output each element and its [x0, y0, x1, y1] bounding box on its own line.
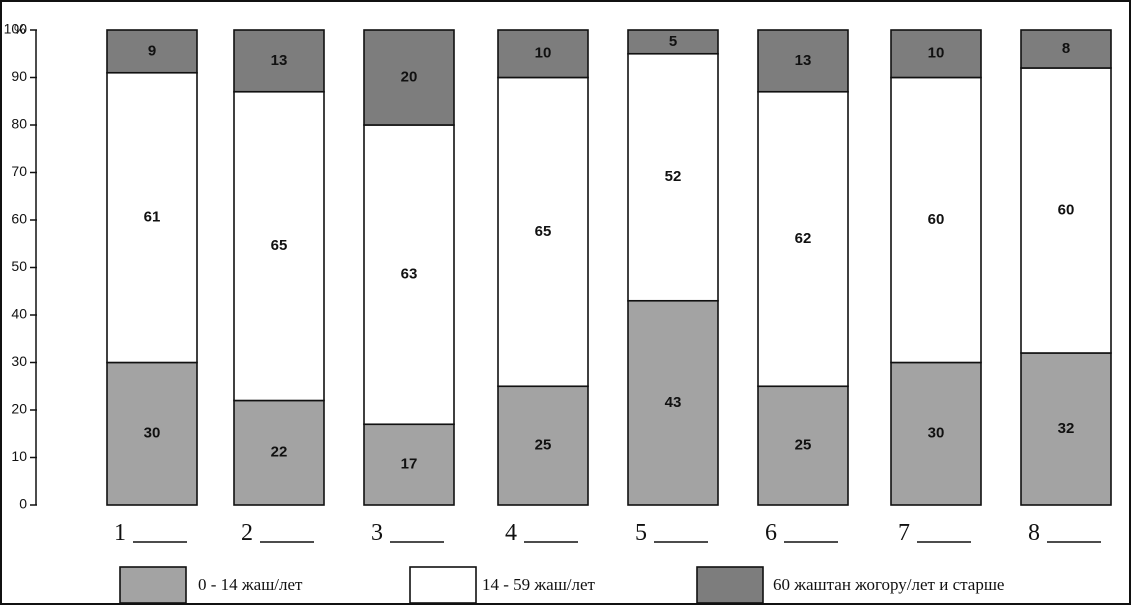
data-label: 25 [535, 437, 552, 454]
bars: 30 61 9 22 65 13 17 63 20 25 65 10 43 52 5 25 62 13 30 60 10… [106, 29, 1112, 506]
data-label: 20 [401, 68, 418, 85]
category-labels: 1 2 3 4 5 6 7 8 [114, 520, 1101, 546]
bar-segment [1020, 67, 1112, 354]
y-tick-label: 0 [19, 496, 27, 512]
y-tick-label: 40 [11, 306, 27, 322]
data-label: 30 [928, 425, 945, 442]
legend-swatch [119, 566, 187, 604]
data-label: 61 [144, 209, 161, 226]
y-tick-label: 50 [11, 258, 27, 274]
y-tick-label: 20 [11, 401, 27, 417]
data-label: 25 [795, 437, 812, 454]
category-label: 5 [635, 520, 647, 546]
y-tick-label: 70 [11, 163, 27, 179]
legend-label: 60 жаштан жогору/лет и старше [773, 575, 1004, 594]
bar-segment [363, 29, 455, 126]
data-label: 10 [535, 45, 552, 62]
y-tick-label: 90 [11, 68, 27, 84]
category-label: 1 [114, 520, 126, 546]
y-tick-label: 10 [11, 448, 27, 464]
y-tick-label: 100 [4, 21, 28, 37]
category-label: 2 [241, 520, 253, 546]
data-label: 65 [535, 223, 552, 240]
legend-label: 14 - 59 жаш/лет [482, 575, 596, 594]
data-label: 65 [271, 237, 288, 254]
bar-segment [497, 385, 589, 506]
bar-segment [497, 29, 589, 79]
data-label: 9 [148, 42, 156, 59]
category-label: 3 [371, 520, 383, 546]
legend-label: 0 - 14 жаш/лет [198, 575, 303, 594]
data-label: 32 [1058, 420, 1075, 437]
category-label: 6 [765, 520, 777, 546]
y-axis: 0 10 20 30 40 50 60 70 80 90 100 [4, 21, 37, 512]
bar-segment [106, 361, 198, 506]
bar-segment [627, 52, 719, 302]
legend-swatch [409, 566, 477, 604]
data-label: 22 [271, 444, 288, 461]
y-tick-label: 80 [11, 116, 27, 132]
legend-swatch [696, 566, 764, 604]
data-label: 5 [669, 33, 677, 50]
bar-segment [233, 90, 325, 402]
bar-segment [890, 76, 982, 364]
bar-segment [890, 361, 982, 506]
data-label: 10 [928, 45, 945, 62]
legend: 0 - 14 жаш/лет 14 - 59 жаш/лет 60 жаштан ж… [119, 566, 1004, 604]
data-label: 63 [401, 266, 418, 283]
bar-segment [233, 29, 325, 93]
category-label: 8 [1028, 520, 1040, 546]
bar-segment [106, 29, 198, 74]
bar-segment [757, 385, 849, 506]
bar-segment [890, 29, 982, 79]
bar-segment [627, 29, 719, 55]
y-unit-label: % [14, 22, 26, 37]
data-label: 8 [1062, 40, 1070, 57]
data-label: 13 [271, 52, 288, 69]
bar-segment [233, 399, 325, 506]
data-label: 52 [665, 168, 682, 185]
bar-segment [363, 124, 455, 426]
category-label: 4 [505, 520, 517, 546]
data-label: 62 [795, 230, 812, 247]
bar-segment [757, 29, 849, 93]
bar-segment [627, 299, 719, 506]
data-label: 13 [795, 52, 812, 69]
y-tick-label: 30 [11, 353, 27, 369]
data-label: 30 [144, 425, 161, 442]
bar-segment [757, 90, 849, 388]
bar-segment [1020, 352, 1112, 506]
bar-segment [106, 71, 198, 364]
y-tick-label: 60 [11, 211, 27, 227]
data-label: 60 [928, 211, 945, 228]
data-label: 17 [401, 456, 418, 473]
bar-segment [497, 76, 589, 388]
category-label: 7 [898, 520, 910, 546]
bar-segment [1020, 29, 1112, 69]
data-label: 43 [665, 394, 682, 411]
data-label: 60 [1058, 201, 1075, 218]
